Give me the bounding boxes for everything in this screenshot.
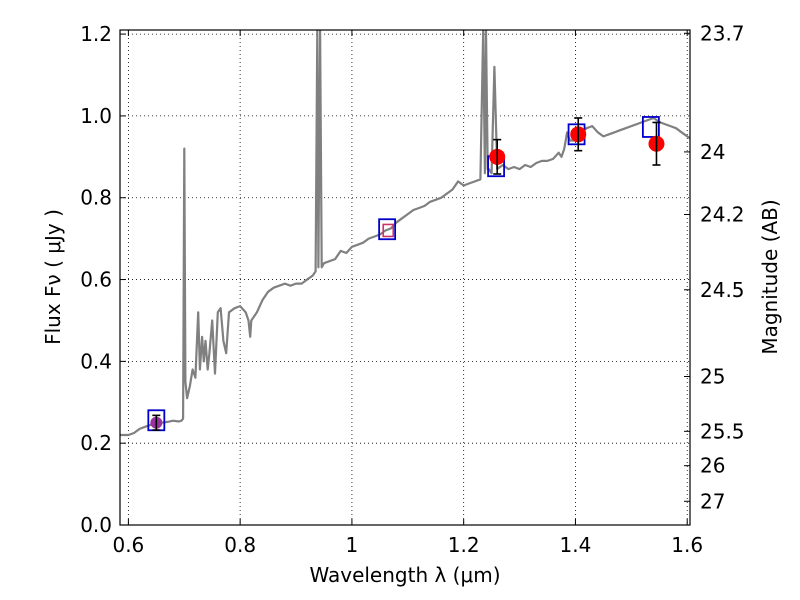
- y-axis-label: Flux Fν ( μJy ): [41, 209, 65, 345]
- mag-tick-label: 24.2: [700, 203, 745, 227]
- mag-tick-label: 25.5: [700, 419, 745, 443]
- mag-tick-label: 25: [700, 365, 725, 389]
- y-tick-label: 0.4: [80, 349, 112, 373]
- x-tick-label: 1.4: [560, 533, 592, 557]
- x-tick-label: 0.8: [224, 533, 256, 557]
- y-tick-label: 0.2: [80, 431, 112, 455]
- y2-axis-label: Magnitude (AB): [758, 199, 782, 354]
- mag-tick-label: 27: [700, 489, 725, 513]
- y-tick-label: 0.6: [80, 268, 112, 292]
- model-photometry-square: [641, 116, 660, 138]
- x-tick-label: 1: [346, 533, 359, 557]
- y-tick-label: 1.2: [80, 22, 112, 46]
- mag-tick-label: 24: [700, 140, 725, 164]
- model-photometry-square: [378, 218, 397, 241]
- data-layer: [120, 30, 690, 437]
- x-tick-label: 0.6: [112, 533, 144, 557]
- plot-frame: [119, 29, 691, 526]
- plot-background: [120, 30, 690, 525]
- y-tick-label: 1.0: [80, 104, 112, 128]
- x-axis-label: Wavelength λ (μm): [309, 563, 500, 587]
- y-tick-label: 0.8: [80, 186, 112, 210]
- mag-tick-label: 23.7: [700, 21, 745, 45]
- x-tick-label: 1.6: [671, 533, 703, 557]
- synthetic-photometry-square: [382, 223, 395, 238]
- mag-tick-label: 26: [700, 454, 725, 478]
- mag-tick-label: 24.5: [700, 278, 745, 302]
- tick-labels: 0.6 0.8 1 1.2 1.4 1.6 0.0 0.2 0.4 0.6 0.8 1.0 1.2 23.…: [80, 21, 744, 557]
- y-tick-label: 0.0: [80, 513, 112, 537]
- x-tick-label: 1.2: [448, 533, 480, 557]
